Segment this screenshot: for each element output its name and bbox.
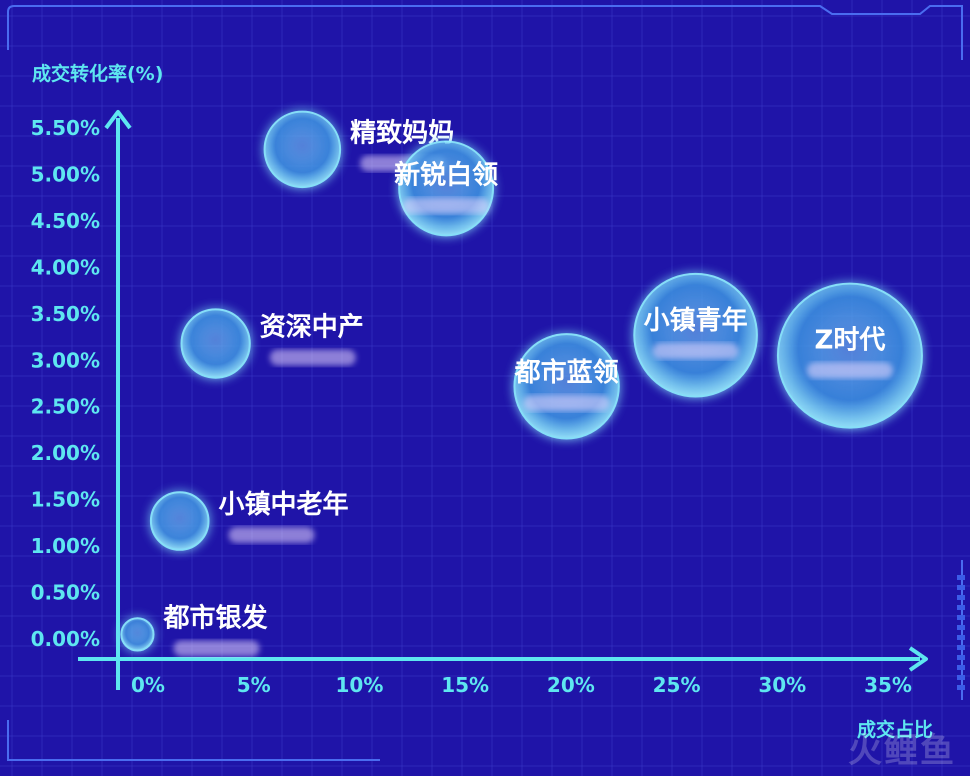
bubble-point: 资深中产 (180, 308, 364, 379)
bubble-value-blur (806, 362, 893, 379)
watermark-logo: 火鲤鱼 (848, 731, 956, 771)
frame-hatch-mark (957, 655, 965, 660)
bubble-value-blur (403, 197, 490, 214)
bubble-circle (263, 110, 342, 189)
frame-hatch-mark (957, 675, 965, 680)
x-tick-label: 15% (441, 673, 489, 697)
bubble-label: 都市蓝领 (514, 357, 619, 388)
bubble-value-blur (173, 640, 260, 657)
x-axis-label: 成交占比 (857, 718, 933, 741)
y-tick-label: 5.50% (31, 116, 100, 140)
bubble-point: 都市蓝领 (513, 333, 620, 440)
frame-hatch-mark (957, 575, 965, 580)
frame-hatch-mark (957, 595, 965, 600)
bubble-circle (180, 308, 251, 379)
bubble-point: 小镇青年 (633, 272, 758, 398)
bubble-point: 新锐白领 (394, 140, 498, 237)
bubble-circle (513, 333, 620, 440)
frame-hatch-mark (957, 665, 965, 670)
bubble-point: 小镇中老年 (149, 489, 349, 551)
bubble-label: 都市银发 (163, 602, 268, 633)
bubble-label: 资深中产 (260, 313, 364, 343)
x-tick-label: 10% (335, 673, 383, 697)
bubble-value-blur (523, 395, 610, 412)
x-tick-label: 0% (131, 673, 165, 697)
frame-bottom-left-border (7, 720, 380, 761)
y-tick-label: 5.00% (31, 162, 100, 186)
bubble-label: 小镇青年 (644, 305, 748, 336)
bubble-point: Z时代 (776, 282, 923, 429)
y-tick-label: 2.00% (31, 441, 100, 465)
bubble-label: 小镇中老年 (219, 489, 349, 520)
y-tick-label: 3.50% (31, 302, 100, 326)
y-tick-label: 4.50% (31, 209, 100, 233)
x-tick-label: 25% (653, 673, 701, 697)
y-tick-label: 1.00% (31, 534, 100, 558)
x-axis-arrow (908, 646, 928, 672)
bubble-circle (633, 272, 758, 398)
bubble-label: 新锐白领 (394, 160, 498, 191)
x-tick-label: 30% (758, 673, 806, 697)
bubble-circle (776, 282, 923, 429)
frame-top-border (7, 5, 963, 60)
y-tick-label: 3.00% (31, 348, 100, 372)
y-tick-label: 1.50% (31, 488, 100, 512)
bubble-value-blur (652, 343, 739, 360)
bubble-label: Z时代 (815, 325, 886, 355)
frame-hatch-mark (957, 645, 965, 650)
frame-hatch-mark (957, 585, 965, 590)
frame-hatch-mark (957, 635, 965, 640)
y-tick-label: 4.00% (31, 255, 100, 279)
y-tick-label: 2.50% (31, 395, 100, 419)
frame-hatch-mark (957, 625, 965, 630)
x-tick-label: 20% (547, 673, 595, 697)
y-tick-label: 0.50% (31, 581, 100, 605)
y-axis-label: 成交转化率(%) (32, 62, 163, 85)
bubble-circle (149, 491, 210, 551)
y-tick-label: 0.00% (31, 627, 100, 651)
x-tick-label: 5% (237, 673, 271, 697)
y-axis-arrow (104, 110, 132, 130)
bubble-point: 都市银发 (120, 602, 268, 657)
frame-hatch-mark (957, 615, 965, 620)
bubble-value-blur (269, 349, 356, 366)
frame-hatch-mark (957, 685, 965, 690)
bubble-value-blur (228, 527, 315, 544)
bubble-circle (120, 617, 155, 652)
x-tick-label: 35% (864, 673, 912, 697)
frame-hatch-mark (957, 605, 965, 610)
